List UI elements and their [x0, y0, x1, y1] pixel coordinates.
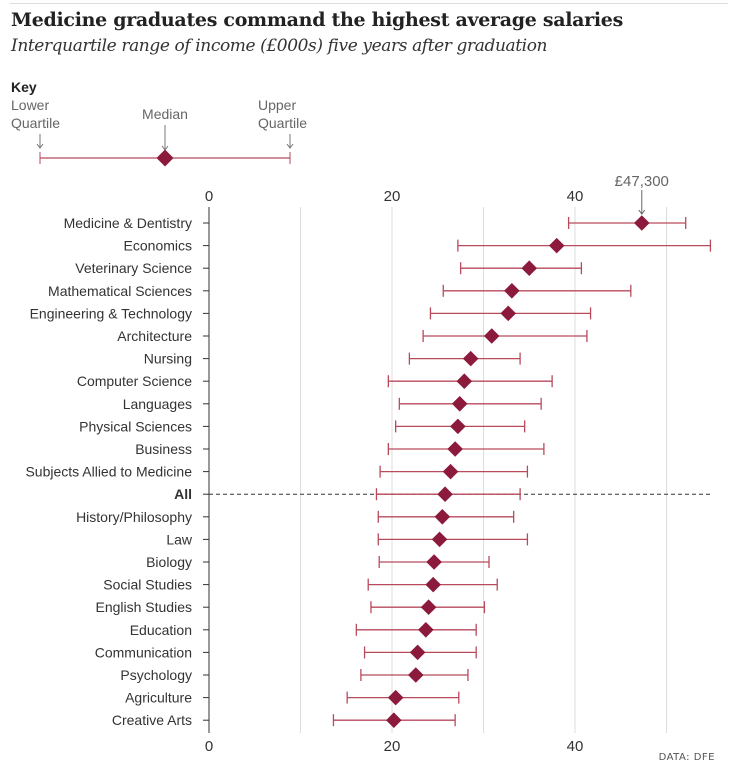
top-rule: [10, 3, 728, 4]
median-diamond: [447, 441, 463, 457]
median-diamond: [408, 667, 424, 683]
row-label: Medicine & Dentistry: [64, 215, 192, 231]
row-label: Physical Sciences: [79, 418, 192, 434]
row-label: Veterinary Science: [75, 260, 192, 276]
median-diamond: [442, 463, 459, 480]
row-label: Mathematical Sciences: [48, 283, 192, 299]
row-label: Law: [166, 531, 193, 547]
row-label: Economics: [124, 238, 192, 254]
row-label: Engineering & Technology: [30, 305, 192, 321]
row-label: Business: [135, 441, 192, 457]
key-lower-2: Quartile: [11, 115, 60, 131]
key-upper-2: Quartile: [258, 115, 307, 131]
row-label: Creative Arts: [112, 712, 192, 728]
row-label: Nursing: [144, 351, 192, 367]
x-tick-label-top: 40: [567, 188, 584, 205]
key: Key Lower Quartile Median Upper Quartile: [11, 79, 307, 167]
median-diamond: [456, 373, 473, 389]
row-label: Architecture: [117, 328, 192, 344]
row-label: Social Studies: [103, 577, 192, 593]
median-diamond: [409, 644, 426, 661]
median-diamond: [434, 509, 451, 525]
row-label: Biology: [146, 554, 192, 570]
row-label: History/Philosophy: [76, 509, 192, 525]
median-diamond: [504, 283, 520, 299]
median-diamond: [451, 396, 468, 412]
x-tick-label-bottom: 20: [384, 738, 401, 755]
median-diamond: [500, 305, 516, 322]
median-diamond: [437, 486, 453, 502]
row-label: Computer Science: [77, 373, 192, 389]
median-diamond: [387, 689, 404, 706]
row-label: Education: [130, 622, 192, 638]
x-tick-label-bottom: 40: [567, 738, 584, 755]
chart-subtitle: Interquartile range of income (£000s) fi…: [11, 36, 548, 56]
key-median: Median: [142, 106, 188, 122]
x-tick-label-bottom: 0: [205, 738, 213, 755]
x-tick-label-top: 20: [384, 188, 401, 205]
median-diamond: [420, 599, 437, 615]
x-tick-label-top: 0: [205, 188, 213, 205]
row-label: Languages: [123, 396, 192, 412]
key-heading: Key: [11, 79, 37, 95]
median-diamond: [548, 237, 565, 254]
key-upper-1: Upper: [258, 97, 296, 113]
key-lower-1: Lower: [11, 97, 49, 113]
row-label: English Studies: [95, 599, 192, 615]
median-diamond: [418, 622, 434, 638]
median-diamond: [462, 350, 479, 367]
median-diamond: [521, 260, 538, 276]
row-label: Communication: [95, 644, 192, 660]
annotation-arrow: [638, 190, 646, 215]
key-median-diamond: [156, 149, 174, 167]
row-label: Agriculture: [125, 690, 192, 706]
median-diamond: [634, 215, 650, 231]
median-annotation: £47,300: [615, 173, 669, 190]
median-diamond: [483, 328, 500, 344]
median-diamond: [386, 712, 402, 728]
key-arrows: [36, 125, 294, 151]
row-label: Psychology: [120, 667, 192, 683]
median-diamond: [426, 554, 442, 570]
median-diamond: [431, 531, 448, 548]
source-note: DATA: DFE: [658, 752, 715, 763]
median-diamond: [450, 418, 466, 435]
row-label: Subjects Allied to Medicine: [25, 464, 192, 480]
chart-title: Medicine graduates command the highest a…: [11, 9, 623, 31]
median-diamond: [425, 576, 441, 593]
row-label: All: [174, 486, 192, 502]
